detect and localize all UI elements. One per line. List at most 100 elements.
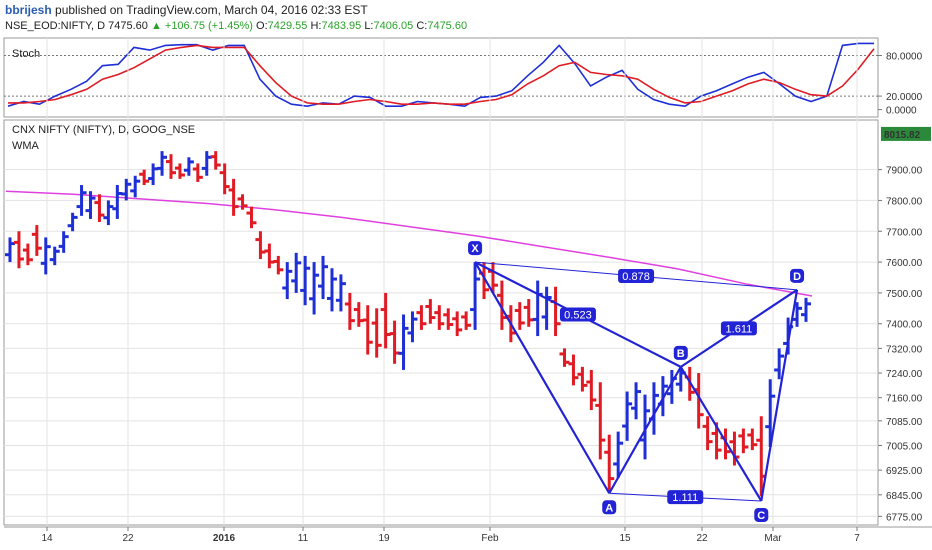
open-value: 7429.55 (267, 20, 308, 32)
ohlc-bar (300, 255, 311, 306)
axes: 80.0000 20.0000 0.0000 7900.00 7800.00 7700.0… (41, 52, 931, 544)
high-value: 7483.95 (321, 20, 362, 32)
ohlc-bar (309, 262, 320, 315)
stoch-series-1 (8, 44, 875, 105)
price-y-tick-label: 7240.00 (886, 369, 923, 380)
pattern-point-badge (468, 241, 483, 256)
high-label: H: (310, 20, 322, 32)
ohlc-bar (362, 305, 373, 355)
ohlc-bar (335, 274, 346, 312)
pattern-point-badge (754, 507, 769, 522)
publisher-username[interactable]: bbrijesh (5, 3, 52, 17)
ohlc-bar (586, 369, 597, 411)
ohlc-bar (183, 157, 194, 176)
pattern-point-label: X (471, 243, 479, 255)
ohlc-bar (470, 262, 481, 330)
ohlc-bar (604, 434, 615, 494)
stoch-y-tick-label: 0.0000 (886, 106, 917, 117)
price-y-tick-label: 7160.00 (886, 394, 923, 405)
ohlc-bar (765, 379, 776, 448)
ohlc-bar (291, 252, 302, 293)
price-change: +106.75 (+1.45%) (164, 20, 253, 32)
ohlc-bar (541, 286, 552, 330)
price-y-tick-label: 7600.00 (886, 258, 923, 269)
x-tick-label: 11 (298, 533, 309, 544)
ratio-label: 1.611 (726, 323, 753, 335)
chart-header: bbrijesh published on TradingView.com, M… (0, 0, 932, 36)
ohlc-bar (416, 305, 427, 330)
pattern-leg-AB (608, 366, 682, 494)
published-text: published on TradingView.com, March 04, … (55, 3, 368, 17)
ohlc-bar (192, 163, 203, 182)
ohlc-bar (22, 243, 33, 266)
ohlc-bar (595, 382, 606, 460)
ratio-badge (618, 268, 655, 283)
price-y-tick-label: 7500.00 (886, 289, 923, 300)
price-y-tick-label: 7320.00 (886, 344, 923, 355)
ohlc-bar (237, 194, 248, 210)
open-label: O: (256, 20, 268, 32)
ohlc-bar (85, 191, 96, 219)
ratio-label: 0.523 (564, 309, 592, 321)
ohlc-bar (514, 302, 525, 330)
ohlc-bar (157, 151, 168, 176)
pattern-point-label: C (757, 510, 765, 522)
pattern-leg-BC (679, 366, 763, 502)
x-tick-label: 19 (378, 533, 390, 544)
price-y-tick-label: 7085.00 (886, 417, 923, 428)
wma-label: WMA (12, 140, 40, 152)
close-label: C: (416, 20, 428, 32)
price-pane[interactable]: CNX NIFTY (NIFTY), D, GOOG_NSE WMA 0.878 0.… (4, 38, 878, 525)
ohlc-bar (13, 231, 24, 269)
pattern-point-badge (602, 500, 617, 515)
ohlc-bar (139, 169, 150, 186)
ohlc-bar (58, 231, 69, 253)
ohlc-bar (326, 268, 337, 312)
ohlc-bar (246, 206, 257, 229)
ohlc-bar (425, 299, 436, 324)
ratio-badge (720, 321, 757, 336)
ohlc-bar (40, 237, 51, 275)
x-tick-label: 22 (122, 533, 134, 544)
stoch-title: Stoch (12, 48, 40, 60)
low-label: L: (364, 20, 374, 32)
ohlc-bar (121, 178, 132, 201)
ohlc-bar (219, 163, 230, 195)
stoch-y-tick-label: 80.0000 (886, 52, 923, 63)
ohlc-bar (94, 194, 105, 223)
pattern-point-label: A (605, 502, 613, 514)
ohlc-line: NSE_EOD:NIFTY, D 7475.60 ▲ +106.75 (+1.4… (5, 20, 467, 32)
ohlc-bar (407, 311, 418, 343)
stoch-pane[interactable]: Stoch (4, 42, 878, 108)
pattern-point-badge (673, 345, 688, 360)
ohlc-bar (640, 394, 651, 460)
ohlc-bar (747, 428, 758, 451)
ratio-label: 1.111 (672, 492, 698, 504)
x-tick-label: 2016 (213, 533, 236, 544)
ohlc-bar (344, 292, 355, 330)
publisher-line: bbrijesh published on TradingView.com, M… (5, 3, 368, 17)
x-tick-label: Mar (764, 533, 782, 544)
ohlc-bar (559, 348, 570, 367)
pattern-leg-XA (474, 261, 611, 494)
price-y-tick-label: 7005.00 (886, 441, 923, 452)
ohlc-bar (461, 311, 472, 330)
close-value: 7475.60 (427, 20, 468, 32)
wma-line (5, 190, 813, 297)
ohlc-bar (228, 178, 239, 216)
x-tick-label: 22 (696, 533, 708, 544)
x-tick-label: 14 (41, 533, 53, 544)
ohlc-bar (49, 246, 60, 266)
ohlc-bar (76, 185, 87, 216)
ohlc-bar (67, 212, 78, 232)
ohlc-bar (130, 175, 141, 198)
ohlc-bar (398, 314, 409, 370)
x-tick-label: 7 (854, 533, 860, 544)
x-tick-label: Feb (481, 533, 499, 544)
ohlc-bar (318, 255, 329, 300)
ohlc-bar (165, 154, 176, 179)
price-title: CNX NIFTY (NIFTY), D, GOOG_NSE (12, 124, 195, 136)
price-y-tick-label: 6775.00 (886, 512, 923, 523)
ratio-badge (559, 307, 596, 322)
